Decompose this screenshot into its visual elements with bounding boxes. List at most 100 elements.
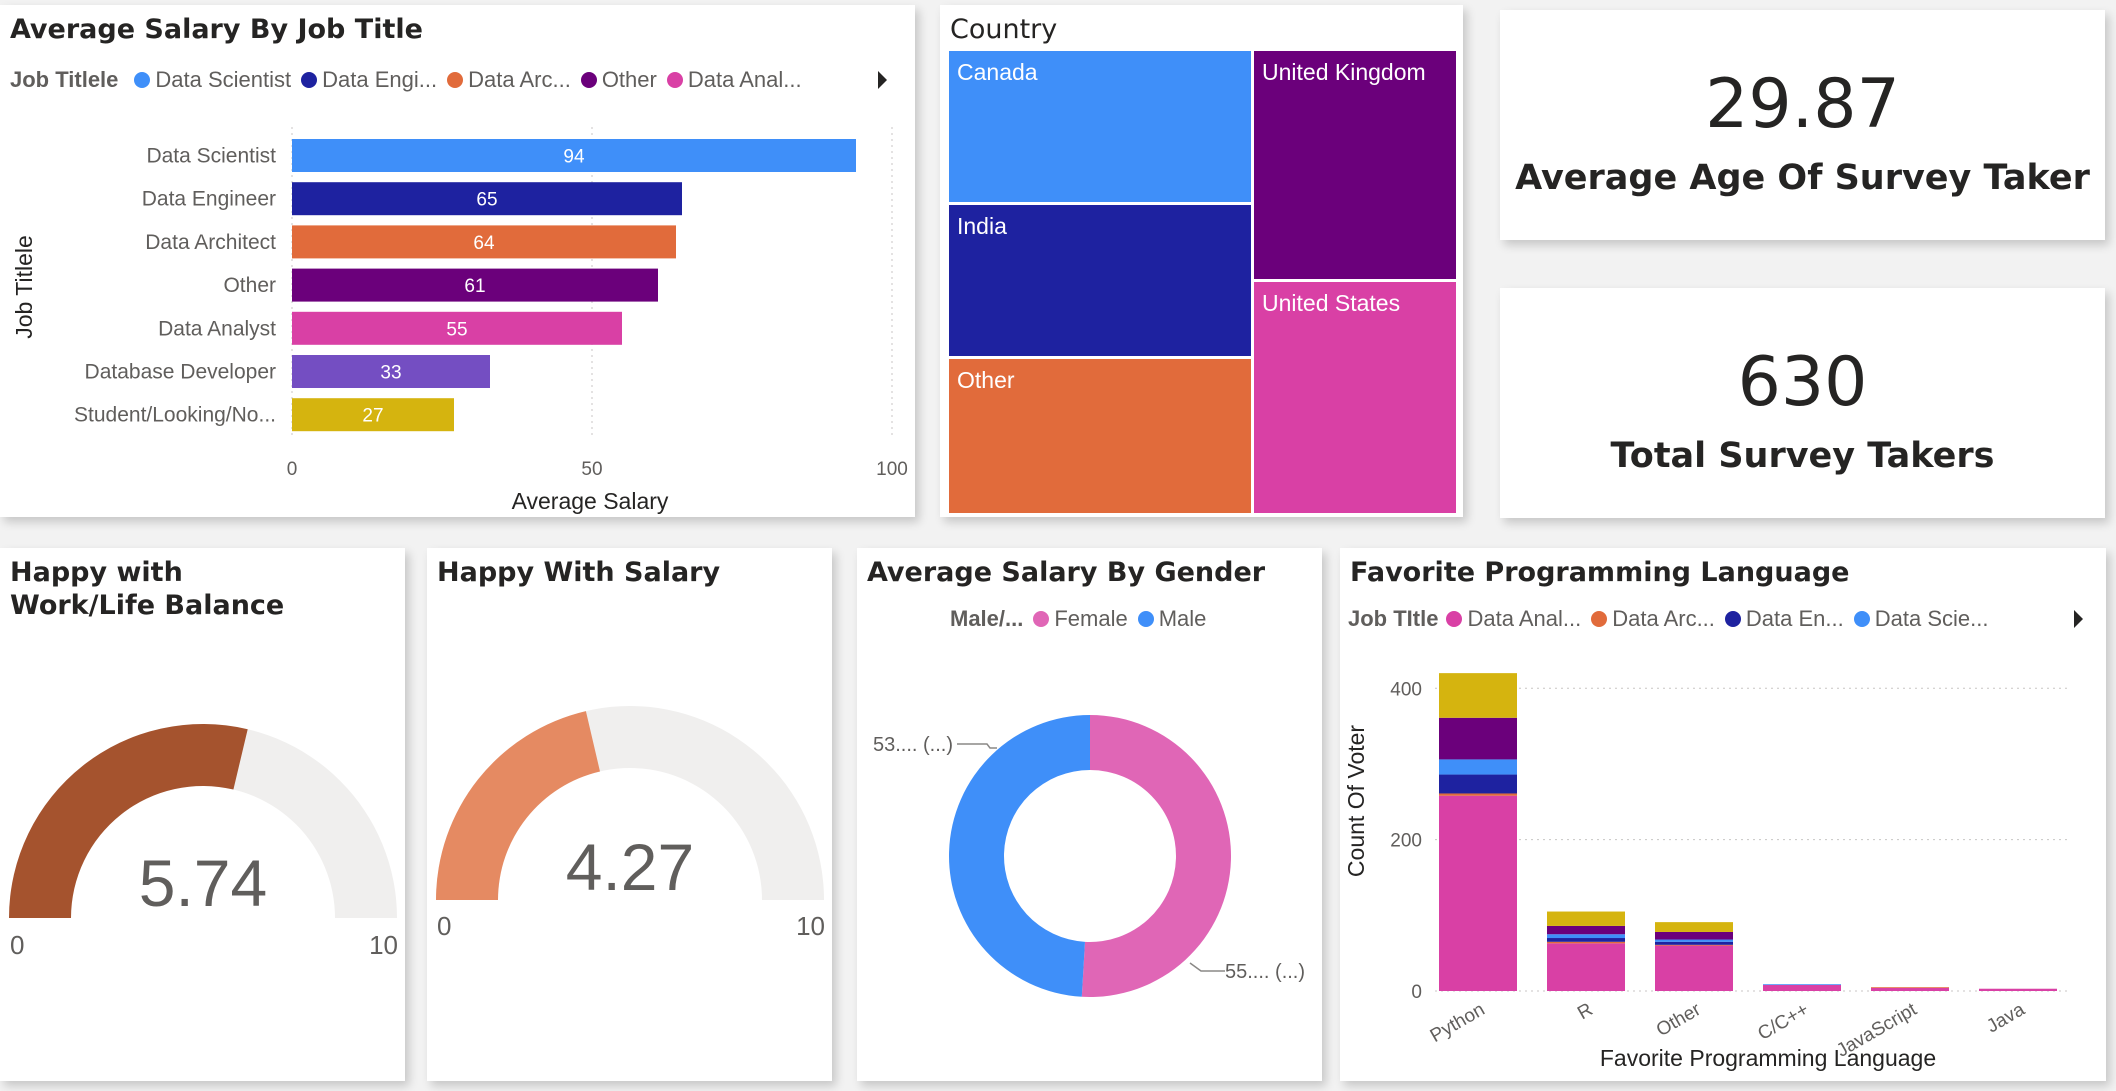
treemap-label: United Kingdom	[1262, 59, 1426, 85]
data-label: 64	[473, 233, 495, 254]
category-label: R	[1574, 999, 1596, 1024]
language-title: Favorite Programming Language	[1350, 557, 1850, 588]
legend-item-data-engineer[interactable]: Data En...	[1724, 606, 1844, 632]
stacked-bar-segment[interactable]	[1655, 931, 1733, 940]
stacked-bar-segment[interactable]	[1655, 941, 1733, 945]
legend-next-arrow-icon[interactable]	[878, 71, 887, 89]
stacked-bar-segment[interactable]	[1763, 984, 1841, 985]
legend-dot	[1446, 611, 1463, 627]
job-title-legend-title: Job Titlele	[10, 67, 119, 92]
treemap-cell-canada[interactable]: Canada	[947, 49, 1253, 204]
gauge-worklife-min: 0	[10, 930, 24, 960]
language-y-axis-label: Count Of Voter	[1343, 725, 1369, 877]
kpi-total-card: 630 Total Survey Takers	[1500, 288, 2105, 518]
male-data-label: 53.... (...)	[873, 734, 953, 756]
y-tick-label: 400	[1390, 679, 1422, 700]
language-x-axis-label: Favorite Programming Language	[1600, 1045, 1936, 1071]
bar[interactable]	[292, 398, 454, 432]
treemap-cell-india[interactable]: India	[947, 203, 1253, 358]
legend-next-arrow-icon[interactable]	[2074, 610, 2083, 628]
donut-slice-female[interactable]	[1081, 715, 1231, 997]
female-data-label: 55.... (...)	[1225, 961, 1305, 983]
gender-legend: Male/... Female Male	[950, 604, 1216, 634]
gender-legend-title: Male/...	[950, 606, 1024, 631]
treemap-cell-united-states[interactable]: United States	[1252, 280, 1458, 515]
gauge-worklife-title: Happy with Work/Life Balance	[10, 557, 285, 621]
category-label: Other	[1653, 999, 1705, 1041]
gauge-salary-value: 4.27	[566, 830, 694, 904]
legend-item-data-engineer[interactable]: Data Engi...	[301, 67, 437, 93]
gender-title: Average Salary By Gender	[867, 557, 1266, 588]
gender-donut-chart: 53.... (...) 55.... (...)	[873, 715, 1305, 997]
category-label: Python	[1427, 999, 1489, 1047]
kpi-average-age-value: 29.87	[1705, 65, 1900, 144]
legend-item-data-scientist[interactable]: Data Scientist	[134, 67, 291, 93]
stacked-bar-segment[interactable]	[1547, 941, 1625, 944]
treemap-label: Canada	[957, 59, 1038, 85]
gauge-salary-title: Happy With Salary	[437, 557, 721, 588]
legend-item-data-architect[interactable]: Data Arc...	[447, 67, 571, 93]
legend-dot	[301, 72, 318, 88]
stacked-bar-segment[interactable]	[1655, 944, 1733, 946]
language-legend: Job TItle Data Anal... Data Arc... Data …	[1348, 604, 2088, 634]
category-label: Data Architect	[145, 231, 276, 254]
gauge-salary-max: 10	[796, 911, 825, 941]
category-label: Data Engineer	[142, 188, 276, 211]
stacked-bar-segment[interactable]	[1439, 717, 1517, 760]
legend-item-other[interactable]: Other	[580, 67, 657, 93]
treemap-label: Other	[957, 367, 1015, 393]
gauge-worklife-value: 5.74	[139, 846, 267, 920]
job-title-x-axis-label: Average Salary	[512, 488, 669, 514]
bar[interactable]	[292, 182, 682, 216]
stacked-bar-segment[interactable]	[1763, 984, 1841, 991]
treemap-cell-united-kingdom[interactable]: United Kingdom	[1252, 49, 1458, 281]
legend-item-data-analyst[interactable]: Data Anal...	[1446, 606, 1581, 632]
stacked-bar-segment[interactable]	[1655, 922, 1733, 932]
gender-card: Average Salary By Gender Male/... Female…	[857, 548, 1322, 1081]
category-label: Database Developer	[85, 361, 276, 384]
data-label: 65	[476, 190, 497, 211]
male-leader-line	[957, 743, 997, 749]
stacked-bar-segment[interactable]	[1547, 934, 1625, 939]
stacked-bar-segment[interactable]	[1439, 795, 1517, 991]
stacked-bar-segment[interactable]	[1871, 987, 1949, 988]
donut-slice-male[interactable]	[948, 715, 1090, 997]
bar[interactable]	[292, 268, 658, 302]
legend-item-data-architect[interactable]: Data Arc...	[1591, 606, 1715, 632]
legend-item-data-scientist[interactable]: Data Scie...	[1853, 606, 1988, 632]
stacked-bar-segment[interactable]	[1655, 945, 1733, 991]
y-tick-label: 0	[1411, 982, 1422, 1003]
stacked-bar-segment[interactable]	[1439, 759, 1517, 775]
stacked-bar-segment[interactable]	[1547, 938, 1625, 942]
data-label: 94	[563, 147, 585, 168]
bar[interactable]	[292, 355, 490, 388]
country-title: Country	[950, 14, 1058, 45]
bar[interactable]	[292, 139, 856, 172]
category-label: Student/Looking/No...	[74, 404, 276, 427]
legend-item-data-analyst[interactable]: Data Anal...	[666, 67, 802, 93]
gauge-worklife-chart: 5.74 0 10	[9, 724, 398, 960]
stacked-bar-segment[interactable]	[1439, 793, 1517, 796]
x-tick-label: 0	[287, 459, 298, 480]
legend-dot	[134, 72, 151, 88]
job-title-legend: Job Titlele Data Scientist Data Engi... …	[10, 65, 895, 95]
legend-item-male[interactable]: Male	[1137, 606, 1206, 632]
job-title-chart-title: Average Salary By Job Title	[10, 14, 423, 45]
legend-item-female[interactable]: Female	[1033, 606, 1128, 632]
stacked-bar-segment[interactable]	[1439, 673, 1517, 718]
stacked-bar-segment[interactable]	[1871, 987, 1949, 991]
stacked-bar-segment[interactable]	[1979, 988, 2057, 991]
stacked-bar-segment[interactable]	[1547, 925, 1625, 935]
treemap-label: United States	[1262, 290, 1401, 316]
job-title-y-axis-label: Job Titlele	[11, 235, 37, 339]
treemap-cell-other[interactable]: Other	[947, 357, 1253, 515]
kpi-total-label: Total Survey Takers	[1610, 436, 1995, 476]
stacked-bar-segment[interactable]	[1547, 911, 1625, 926]
bar[interactable]	[292, 311, 622, 345]
gauge-salary-card: Happy With Salary 4.27 0 10	[427, 548, 832, 1081]
stacked-bar-segment[interactable]	[1655, 939, 1733, 942]
stacked-bar-segment[interactable]	[1439, 774, 1517, 794]
bar[interactable]	[292, 225, 676, 259]
stacked-bar-segment[interactable]	[1547, 943, 1625, 991]
legend-dot	[580, 72, 597, 88]
